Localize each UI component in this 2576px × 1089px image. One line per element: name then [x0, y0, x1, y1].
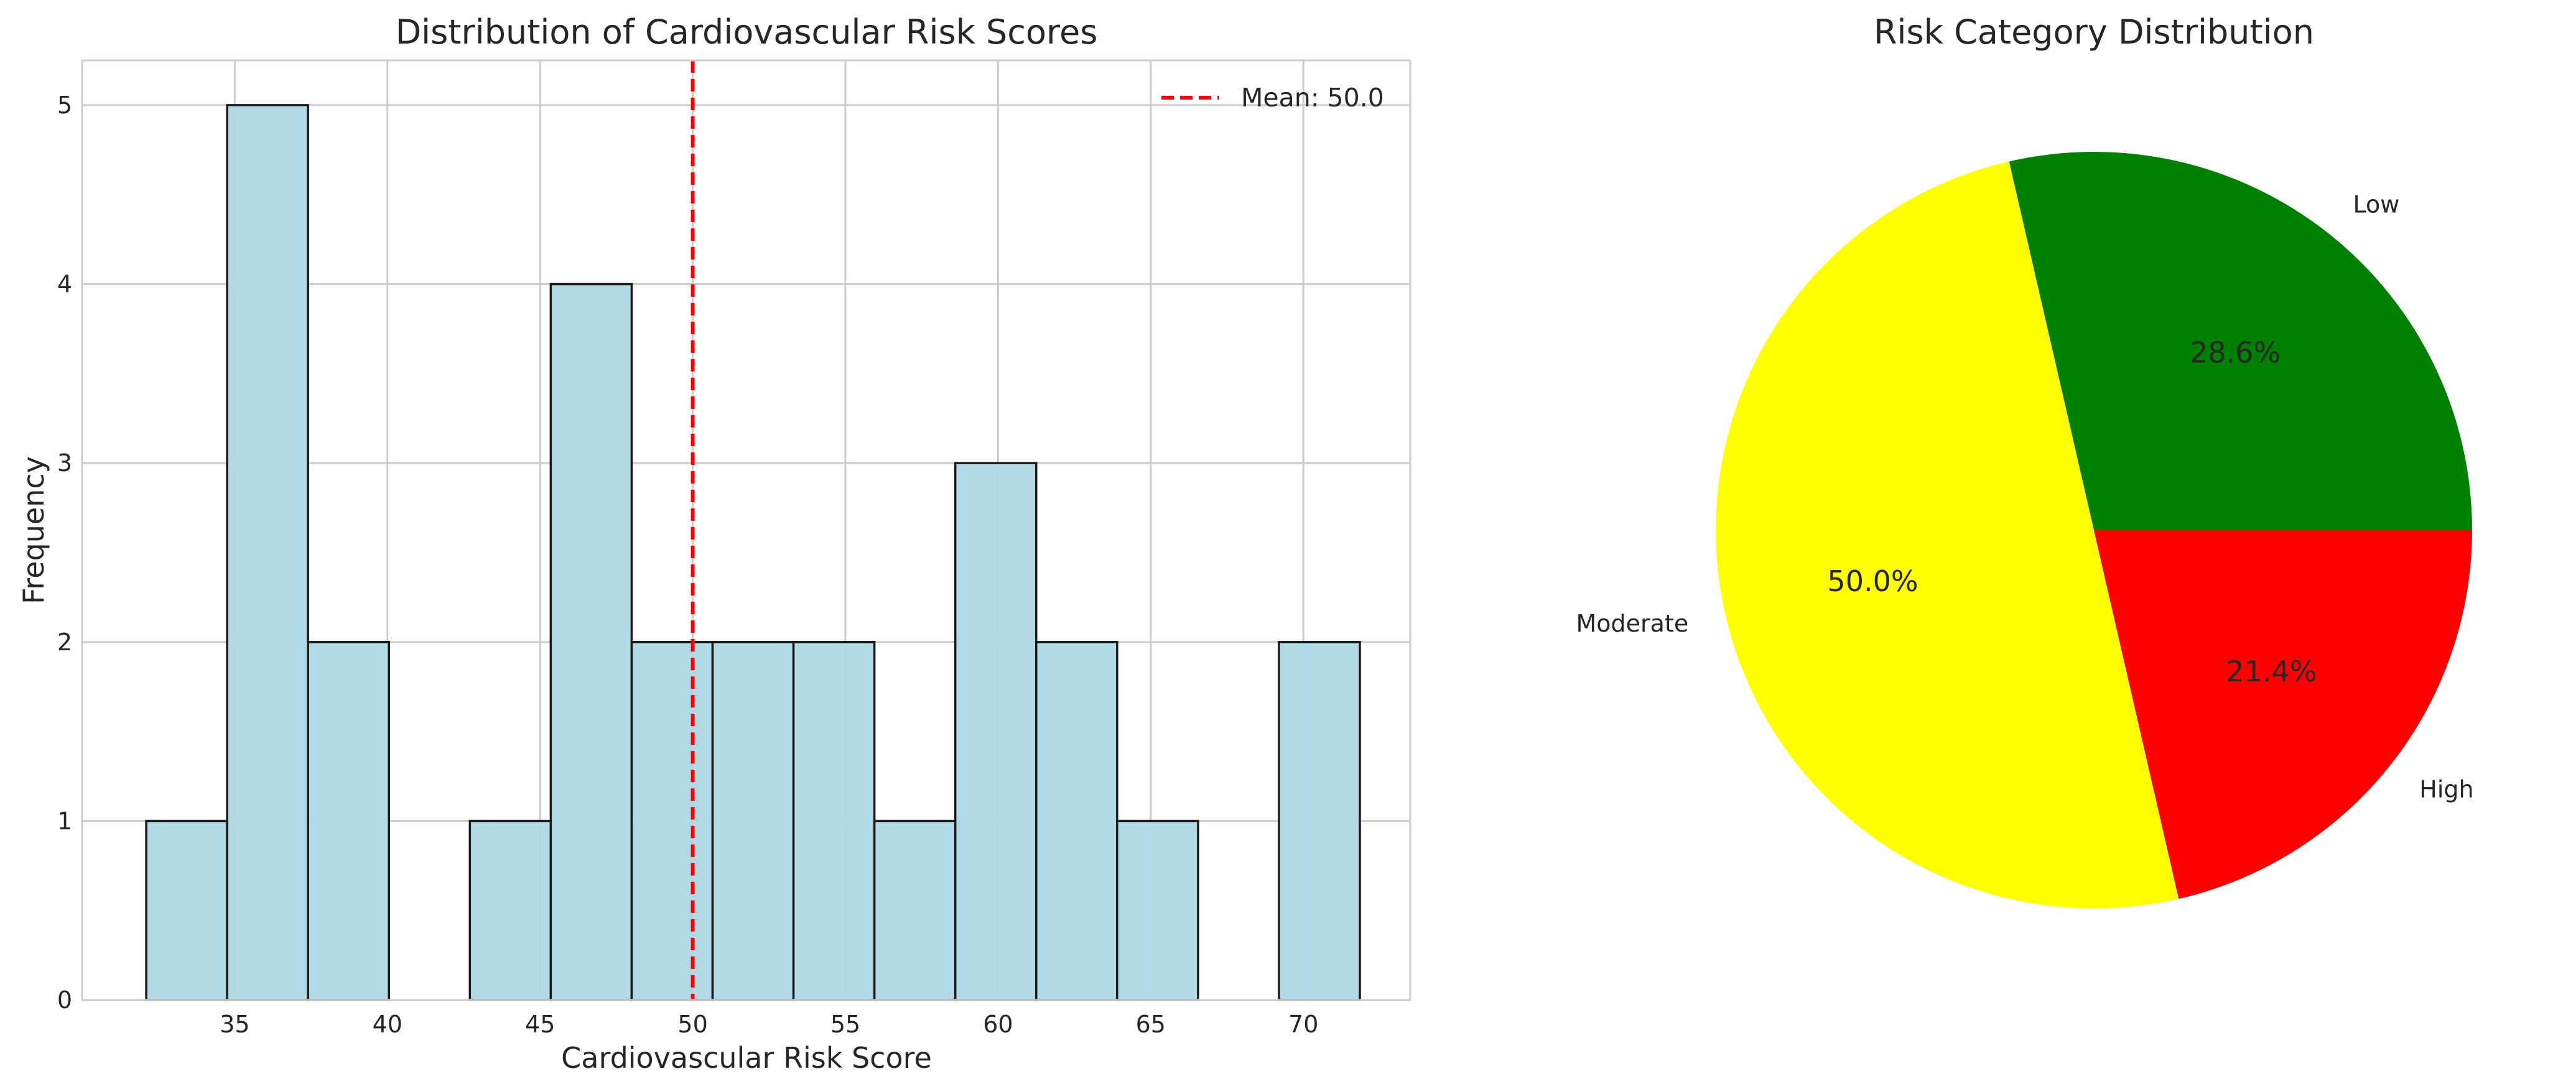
- histogram-bar: [954, 462, 1038, 1001]
- pie-labels: Low 28.6% Moderate 50.0% High 21.4%: [1576, 191, 2474, 803]
- y-tick-label: 4: [57, 271, 72, 298]
- histogram-y-ticks: 0 1 2 3 4 5: [57, 91, 72, 1014]
- histogram-bar: [873, 820, 957, 1001]
- pie-slices: [1716, 152, 2472, 909]
- pie-pct-high: 21.4%: [2226, 655, 2317, 688]
- histogram-bar: [145, 820, 228, 1001]
- x-tick-label: 45: [525, 1011, 555, 1038]
- y-tick-label: 0: [57, 986, 72, 1014]
- x-tick-label: 35: [220, 1011, 249, 1038]
- histogram-bar: [1116, 820, 1199, 1001]
- x-tick-label: 40: [373, 1011, 402, 1038]
- histogram-x-axis-label: Cardiovascular Risk Score: [561, 1041, 932, 1075]
- pie-label-low: Low: [2353, 191, 2400, 218]
- legend-mean-label: Mean: 50.0: [1241, 83, 1384, 113]
- y-tick-label: 3: [57, 449, 72, 477]
- histogram-x-ticks: 35 40 45 50 55 60 65 70: [220, 1011, 1318, 1038]
- histogram-bar: [307, 641, 391, 1001]
- pie-title: Risk Category Distribution: [1874, 12, 2314, 52]
- histogram-y-axis-label: Frequency: [17, 456, 50, 604]
- histogram-bar: [1278, 641, 1361, 1001]
- histogram-bar: [226, 104, 309, 1001]
- histogram-bar: [1035, 641, 1118, 1001]
- histogram-bar: [711, 641, 795, 1001]
- histogram-bar: [630, 641, 714, 1001]
- histogram-bar: [792, 641, 876, 1001]
- histogram-bar: [549, 283, 633, 1001]
- pie-pct-low: 28.6%: [2190, 336, 2281, 370]
- y-tick-label: 1: [57, 807, 72, 834]
- histogram-legend: Mean: 50.0: [1161, 83, 1384, 113]
- x-tick-label: 70: [1288, 1011, 1318, 1038]
- pie-slice-high: [2094, 530, 2472, 899]
- x-tick-label: 65: [1136, 1011, 1166, 1038]
- histogram-title: Distribution of Cardiovascular Risk Scor…: [396, 12, 1098, 52]
- x-tick-label: 50: [677, 1011, 707, 1038]
- pie-label-moderate: Moderate: [1576, 610, 1689, 637]
- x-tick-label: 60: [983, 1011, 1013, 1038]
- pie-pct-moderate: 50.0%: [1827, 564, 1918, 598]
- pie-slice-low: [2009, 152, 2472, 530]
- pie-slice-moderate: [1716, 161, 2179, 909]
- pie-panel: Risk Category Distribution Low 28.6% Moder…: [1576, 12, 2474, 909]
- y-tick-label: 5: [57, 91, 72, 119]
- histogram-bar: [468, 820, 552, 1001]
- histogram-bars: [145, 104, 1361, 1001]
- y-tick-label: 2: [57, 629, 72, 656]
- pie-label-high: High: [2419, 776, 2473, 803]
- x-tick-label: 55: [830, 1011, 860, 1038]
- histogram-frame: [81, 59, 1411, 1001]
